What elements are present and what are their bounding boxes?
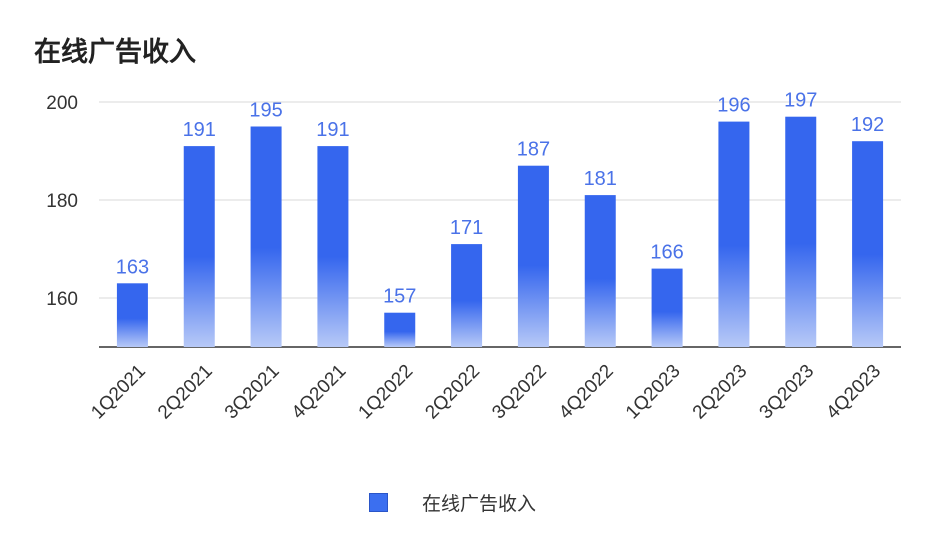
bar (852, 141, 884, 347)
bar (250, 126, 282, 347)
y-tick-label: 160 (46, 289, 78, 310)
bar-value-label: 171 (450, 217, 483, 239)
x-tick-label: 2Q2021 (154, 361, 217, 424)
x-tick-label: 4Q2022 (555, 361, 618, 424)
bar-value-label: 192 (851, 114, 884, 136)
bar-value-label: 181 (584, 168, 617, 190)
bar-value-label: 187 (517, 139, 550, 161)
x-tick-label: 3Q2023 (756, 361, 819, 424)
bar-value-label: 166 (650, 242, 683, 264)
bar (651, 268, 683, 347)
x-tick-label: 2Q2023 (689, 361, 752, 424)
bar (718, 121, 750, 347)
bar-value-label: 196 (717, 95, 750, 117)
x-tick-label: 1Q2021 (87, 361, 150, 424)
bar (116, 283, 148, 347)
bar-value-label: 191 (316, 119, 349, 141)
bar (183, 146, 215, 347)
bar (451, 244, 483, 347)
x-tick-label: 3Q2021 (221, 361, 284, 424)
x-tick-label: 4Q2021 (288, 361, 351, 424)
bar (317, 146, 349, 347)
x-tick-label: 1Q2023 (622, 361, 685, 424)
bar (517, 165, 549, 347)
bar-value-label: 163 (116, 256, 149, 278)
chart-title: 在线广告收入 (34, 37, 196, 68)
y-tick-label: 200 (46, 93, 78, 114)
bar (384, 312, 416, 347)
bar (584, 195, 616, 347)
x-tick-label: 3Q2022 (488, 361, 551, 424)
bar-value-label: 195 (249, 100, 282, 122)
x-tick-label: 2Q2022 (421, 361, 484, 424)
bar-value-label: 197 (784, 90, 817, 112)
x-tick-label: 1Q2022 (355, 361, 418, 424)
legend: 在线广告收入 (369, 489, 536, 516)
legend-swatch (369, 493, 388, 512)
x-tick-label: 4Q2023 (822, 361, 885, 424)
legend-label: 在线广告收入 (422, 493, 537, 515)
bar-value-label: 157 (383, 286, 416, 308)
bar-value-label: 191 (183, 119, 216, 141)
y-tick-label: 180 (46, 191, 78, 212)
bar (785, 116, 817, 347)
